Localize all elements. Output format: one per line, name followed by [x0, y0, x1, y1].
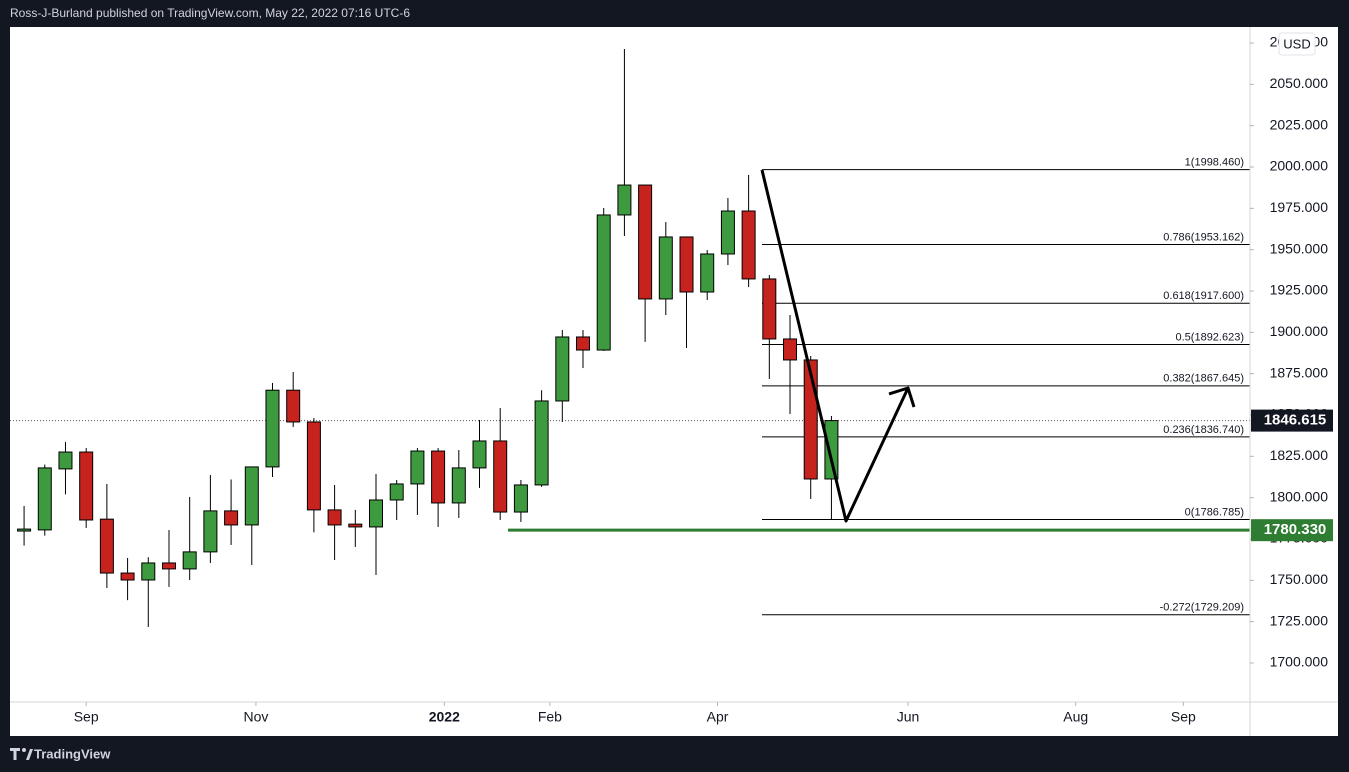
footer-logo[interactable]	[10, 748, 33, 760]
candle-body	[451, 467, 466, 504]
candle-body	[555, 336, 570, 402]
x-tick-label: Sep	[74, 709, 99, 725]
y-tick-label: 1725.000	[1270, 612, 1329, 628]
candle-body	[576, 336, 591, 351]
y-tick-label: 1700.000	[1270, 654, 1329, 670]
candle-body	[368, 499, 383, 528]
fib-level-label: 0.382(1867.645)	[1163, 373, 1244, 385]
logo-mark	[10, 748, 20, 760]
x-tick-label: Nov	[243, 709, 268, 725]
support-badge	[1251, 519, 1333, 542]
x-tick-label: Sep	[1171, 709, 1196, 725]
y-tick-label: 2025.000	[1270, 116, 1329, 132]
logo-mark	[26, 749, 33, 760]
y-tick-label: 2050.000	[1270, 75, 1329, 91]
candle-body	[617, 184, 632, 216]
fib-level-label: 0.236(1836.740)	[1163, 424, 1244, 436]
y-tick-label: 1975.000	[1270, 199, 1329, 215]
header-text: Ross-J-Burland published on TradingView.…	[10, 6, 410, 20]
candle-body	[596, 214, 611, 351]
fib-level-label: -0.272(1729.209)	[1160, 602, 1244, 614]
arrow-head	[888, 386, 916, 408]
candle-body	[410, 450, 425, 485]
candle-body	[244, 466, 259, 526]
candle-body	[58, 451, 73, 470]
candle-body	[720, 210, 735, 255]
y-tick-label: 1825.000	[1270, 447, 1329, 463]
x-tick-label: Aug	[1063, 709, 1088, 725]
candle-body	[534, 400, 549, 486]
y-tick-label: 1900.000	[1270, 323, 1329, 339]
support-label: 1780.330	[1264, 521, 1327, 538]
candle-body	[203, 510, 218, 553]
candle-body	[79, 451, 94, 521]
candle-body	[224, 510, 239, 526]
candle-body	[389, 483, 404, 501]
x-tick-label: Jun	[897, 709, 920, 725]
candle-body	[431, 450, 446, 504]
currency-label: USD	[1283, 36, 1310, 51]
candle-body	[120, 572, 135, 581]
y-tick-label: 1925.000	[1270, 282, 1329, 298]
y-tick-label: 1875.000	[1270, 364, 1329, 380]
candle-body	[348, 523, 363, 528]
logo-dot	[22, 748, 26, 752]
y-tick-label: 1800.000	[1270, 488, 1329, 504]
candle-body	[513, 484, 528, 513]
candle-body	[700, 253, 715, 293]
candle-body	[741, 210, 756, 280]
candle-body	[141, 562, 156, 581]
currency-badge[interactable]	[1278, 32, 1316, 56]
y-tick-label: 1950.000	[1270, 240, 1329, 256]
candle-body	[265, 389, 280, 468]
candle-body	[99, 518, 114, 574]
candle-body	[327, 509, 342, 526]
candle-body	[472, 440, 487, 469]
last-price-label: 1846.615	[1264, 412, 1327, 429]
candle-body	[824, 420, 839, 480]
candle-body	[37, 467, 52, 531]
candle-body	[17, 528, 32, 532]
y-tick-label: 2000.000	[1270, 158, 1329, 174]
candle-body	[638, 184, 653, 300]
fib-level-label: 0.5(1892.623)	[1176, 331, 1245, 343]
plot-area: 1(1998.460) 0.786(1953.162) 0.618(1917.600…	[10, 48, 1250, 627]
last-price-badge	[1251, 409, 1333, 432]
fib-level-label: 1(1998.460)	[1185, 156, 1244, 168]
fib-level-label: 0.618(1917.600)	[1163, 290, 1244, 302]
candle-body	[286, 389, 301, 423]
chart-panel	[10, 27, 1338, 736]
candle-body	[762, 278, 777, 340]
x-tick-label: 2022	[429, 709, 460, 725]
footer-brand: TradingView	[34, 746, 111, 761]
projection-arrow	[760, 169, 910, 523]
candle-body	[306, 421, 321, 511]
candle-body	[783, 338, 798, 361]
y-tick-label: 1750.000	[1270, 571, 1329, 587]
x-tick-label: Feb	[538, 709, 562, 725]
candle-body	[658, 236, 673, 300]
candle-body	[161, 562, 176, 570]
candle-body	[679, 236, 694, 293]
candle-body	[493, 440, 508, 513]
x-tick-label: Apr	[707, 709, 729, 725]
candle-body	[182, 551, 197, 570]
fib-level-label: 0(1786.785)	[1185, 506, 1244, 518]
fib-level-label: 0.786(1953.162)	[1163, 231, 1244, 243]
